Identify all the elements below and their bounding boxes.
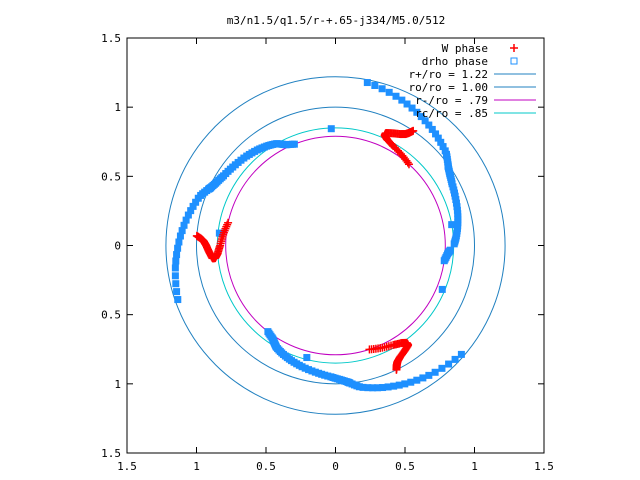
legend-square-swatch — [510, 57, 518, 65]
y-tick-label: 1.5 — [101, 447, 121, 460]
drho-phase-point — [175, 238, 183, 246]
x-tick-label: 1.5 — [117, 460, 137, 473]
legend-label: r+/ro = 1.22 — [409, 68, 488, 81]
drho-phase-point — [417, 113, 425, 121]
y-tick-label: 1.5 — [101, 32, 121, 45]
legend-label: ro/ro = 1.00 — [409, 81, 488, 94]
drho-phase-point — [303, 354, 311, 362]
drho-phase-point — [174, 296, 182, 304]
y-tick-label: 0.5 — [101, 170, 121, 183]
reference-circle — [225, 135, 446, 356]
drho-phase-point — [457, 350, 465, 358]
drho-phase-point — [448, 221, 456, 229]
drho-phase-point — [407, 378, 415, 386]
drho-phase-point — [413, 376, 421, 384]
reference-circle — [216, 127, 455, 364]
x-tick-label: 0 — [332, 460, 339, 473]
legend-label: drho phase — [422, 55, 488, 68]
drho-phase-point — [176, 232, 184, 240]
reference-circle — [196, 106, 475, 385]
x-tick-label: 1.5 — [534, 460, 554, 473]
y-tick-label: 0 — [114, 240, 121, 253]
drho-phase-point — [446, 246, 454, 254]
drho-phase-point — [421, 117, 429, 125]
x-tick-label: 0.5 — [256, 460, 276, 473]
drho-phase-point — [173, 288, 181, 296]
x-tick-label: 1 — [193, 460, 200, 473]
legend-label: r-/ro = .79 — [415, 94, 488, 107]
drho-phase-point — [171, 264, 179, 272]
w-phase-point — [192, 231, 201, 240]
drho-phase-point — [401, 380, 409, 388]
legend-plus-swatch — [510, 44, 518, 52]
legend-label: rc/ro = .85 — [415, 107, 488, 120]
drho-phase-point — [378, 85, 386, 93]
y-tick-label: 1 — [114, 378, 121, 391]
drho-phase-point — [451, 355, 459, 363]
drho-phase-point — [413, 108, 421, 116]
drho-phase-point — [173, 251, 181, 259]
drho-phase-point — [425, 371, 433, 379]
drho-phase-point — [174, 244, 182, 252]
drho-phase-point — [172, 257, 180, 265]
drho-phase-point — [438, 364, 446, 372]
drho-phase-point — [171, 272, 179, 280]
drho-phase-point — [392, 92, 400, 100]
drho-phase-point — [172, 280, 180, 288]
drho-phase-point — [371, 81, 379, 89]
y-tick-label: 1 — [114, 101, 121, 114]
y-tick-label: 0.5 — [101, 309, 121, 322]
drho-phase-point — [445, 360, 453, 368]
drho-phase-point — [398, 96, 406, 104]
drho-phase-point — [403, 100, 411, 108]
reference-circle — [165, 76, 506, 415]
w-phase-point — [392, 365, 401, 374]
drho-phase-point — [425, 121, 433, 129]
drho-phase-point — [327, 125, 335, 133]
drho-phase-point — [363, 79, 371, 87]
chart-title: m3/n1.5/q1.5/r-+.65-j334/M5.0/512 — [227, 14, 446, 27]
data-points — [171, 79, 465, 392]
drho-phase-point — [438, 285, 446, 293]
drho-phase-point — [385, 88, 393, 96]
drho-phase-point — [431, 368, 439, 376]
x-tick-label: 1 — [471, 460, 478, 473]
legend-label: W phase — [442, 42, 488, 55]
w-phase-point — [409, 126, 418, 135]
x-tick-label: 0.5 — [395, 460, 415, 473]
drho-phase-point — [419, 374, 427, 382]
drho-phase-point — [408, 104, 416, 112]
